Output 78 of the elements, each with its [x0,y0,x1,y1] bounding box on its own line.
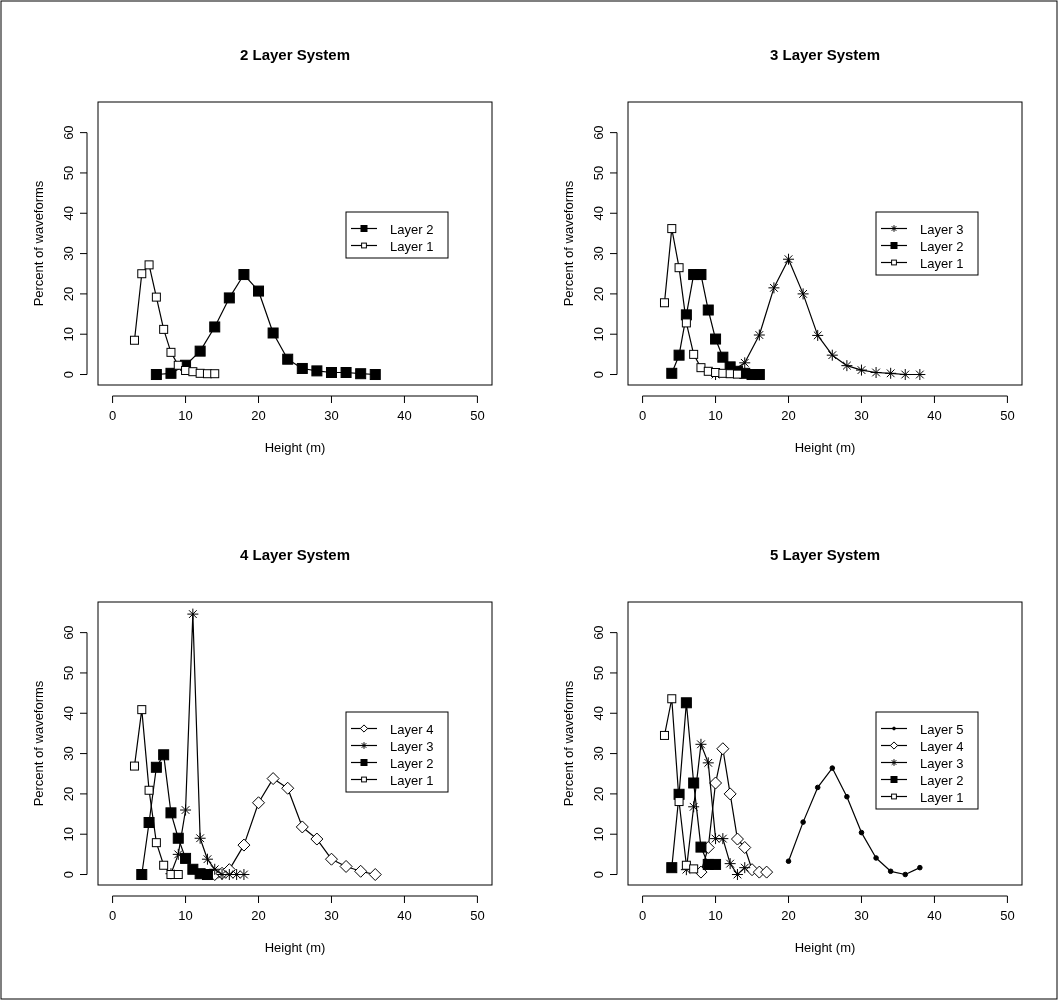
y-tick-label: 60 [61,625,76,640]
y-tick-label: 10 [61,326,76,342]
y-axis-title: Percent of waveforms [31,180,46,307]
y-tick-label: 0 [61,370,76,379]
x-axis-title: Height (m) [794,440,856,455]
y-axis-title: Percent of waveforms [561,680,576,807]
y-tick-label: 30 [61,246,76,261]
y-tick-label: 50 [591,165,606,181]
x-tick-label: 10 [708,408,723,423]
x-tick-label: 20 [251,408,266,423]
x-tick-label: 50 [1000,908,1015,923]
chart-title: 4 Layer System [239,546,351,563]
legend-label: Layer 3 [390,738,434,754]
x-tick-label: 50 [470,408,485,423]
y-tick-label: 50 [591,665,606,681]
x-tick-label: 20 [251,908,266,923]
y-tick-label: 20 [61,786,76,802]
x-tick-label: 40 [927,908,942,923]
y-tick-label: 60 [61,125,76,140]
y-tick-label: 40 [61,706,76,721]
x-tick-label: 10 [178,408,193,423]
legend-label: Layer 5 [920,721,964,737]
x-tick-label: 40 [397,408,412,423]
legend-label: Layer 3 [920,755,964,771]
legend-label: Layer 2 [390,221,434,237]
x-tick-label: 30 [324,908,339,923]
y-tick-label: 50 [61,165,76,181]
y-tick-label: 10 [61,826,76,842]
x-tick-label: 20 [781,908,796,923]
x-tick-label: 50 [470,908,485,923]
legend-label: Layer 2 [920,772,964,788]
x-tick-label: 0 [108,908,117,923]
y-tick-label: 60 [591,125,606,140]
x-tick-label: 0 [638,408,647,423]
x-tick-label: 30 [854,908,869,923]
x-tick-label: 10 [708,908,723,923]
y-axis-title: Percent of waveforms [31,680,46,807]
legend-label: Layer 1 [390,238,434,254]
y-tick-label: 20 [591,786,606,802]
chart-title: 3 Layer System [769,46,881,63]
x-tick-label: 30 [324,408,339,423]
legend-label: Layer 4 [390,721,434,737]
x-tick-label: 0 [108,408,117,423]
y-tick-label: 20 [61,286,76,302]
y-tick-label: 40 [591,706,606,721]
x-tick-label: 20 [781,408,796,423]
y-tick-label: 60 [591,625,606,640]
y-tick-label: 0 [591,870,606,879]
x-axis-title: Height (m) [264,940,326,955]
legend-label: Layer 4 [920,738,964,754]
legend-label: Layer 1 [390,772,434,788]
x-axis-title: Height (m) [264,440,326,455]
x-tick-label: 40 [927,408,942,423]
y-tick-label: 30 [591,246,606,261]
x-tick-label: 0 [638,908,647,923]
legend-label: Layer 3 [920,221,964,237]
y-tick-label: 20 [591,286,606,302]
y-tick-label: 10 [591,826,606,842]
chart-title: 5 Layer System [769,546,881,563]
y-tick-label: 0 [61,870,76,879]
x-tick-label: 30 [854,408,869,423]
legend-label: Layer 2 [920,238,964,254]
y-axis-title: Percent of waveforms [561,180,576,307]
x-axis-title: Height (m) [794,940,856,955]
y-tick-label: 30 [61,746,76,761]
x-tick-label: 40 [397,908,412,923]
legend-label: Layer 2 [390,755,434,771]
chart-title: 2 Layer System [239,46,351,63]
y-tick-label: 10 [591,326,606,342]
y-tick-label: 0 [591,370,606,379]
legend-label: Layer 1 [920,255,964,271]
legend-label: Layer 1 [920,789,964,805]
y-tick-label: 40 [591,206,606,221]
y-tick-label: 40 [61,206,76,221]
x-tick-label: 50 [1000,408,1015,423]
y-tick-label: 50 [61,665,76,681]
x-tick-label: 10 [178,908,193,923]
y-tick-label: 30 [591,746,606,761]
